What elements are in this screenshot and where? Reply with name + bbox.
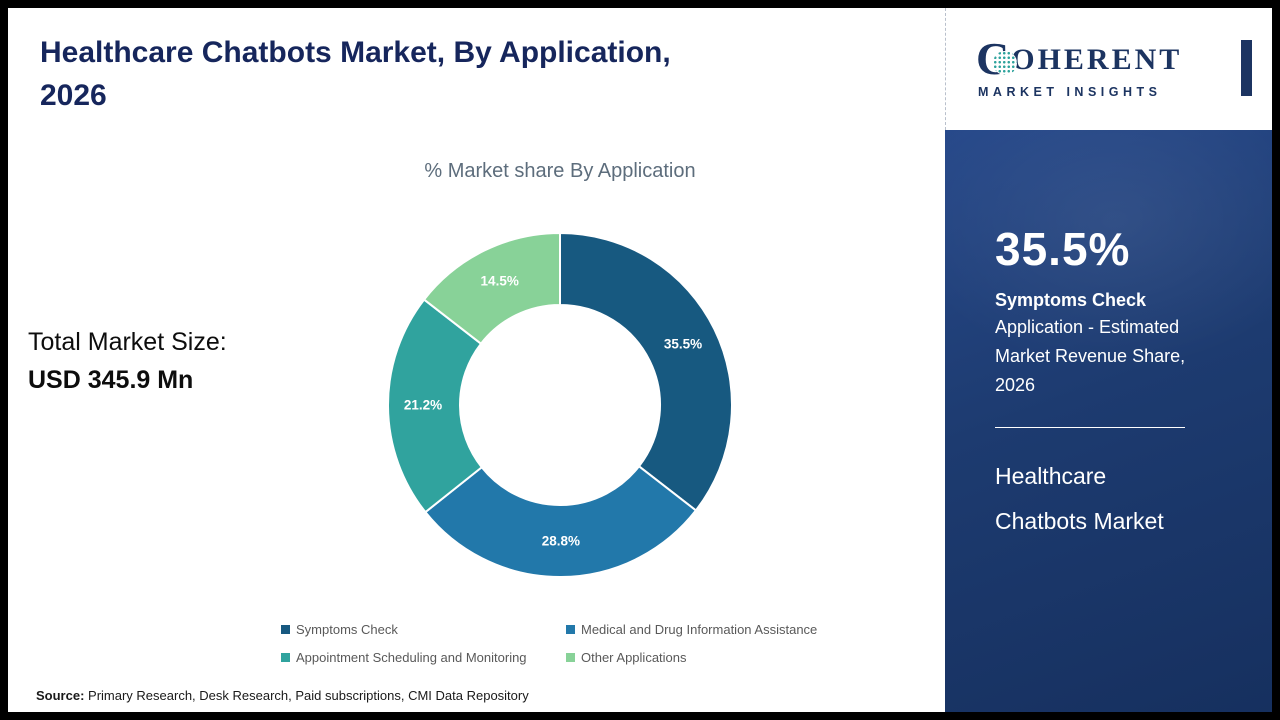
legend-swatch-icon: [281, 653, 290, 662]
logo-tagline: MARKET INSIGHTS: [978, 85, 1162, 100]
page-title: Healthcare Chatbots Market, By Applicati…: [40, 32, 900, 117]
highlight-stat-value: 35.5%: [995, 223, 1131, 275]
page-title-line2: 2026: [40, 78, 107, 112]
source-line: Source: Primary Research, Desk Research,…: [36, 688, 529, 703]
legend-label: Appointment Scheduling and Monitoring: [296, 650, 527, 665]
slice-label-2: 21.2%: [404, 397, 442, 412]
donut-slice-3: [423, 232, 561, 345]
slice-label-0: 35.5%: [664, 336, 702, 351]
total-market-size-label: Total Market Size:: [28, 328, 227, 356]
report-name: Healthcare Chatbots Market: [995, 463, 1164, 535]
donut-slice-2: [387, 298, 483, 514]
slice-label-1: 28.8%: [542, 534, 580, 549]
highlight-stat-title: Symptoms Check: [995, 290, 1147, 310]
highlight-stat-description: Application - Estimated Market Revenue S…: [995, 317, 1186, 395]
slice-label-3: 14.5%: [481, 274, 519, 289]
legend-item-2: Appointment Scheduling and Monitoring: [281, 650, 566, 665]
legend-swatch-icon: [566, 625, 575, 634]
sidebar-divider: [995, 427, 1185, 429]
logo-bar-icon: [1241, 40, 1252, 96]
legend-label: Symptoms Check: [296, 622, 398, 637]
sidebar-highlight-panel: 35.5% Symptoms Check Application - Estim…: [945, 130, 1272, 712]
total-market-size: Total Market Size: USD 345.9 Mn: [28, 324, 227, 399]
legend-swatch-icon: [566, 653, 575, 662]
logo-name-rest: OHERENT: [1011, 43, 1183, 77]
legend-label: Other Applications: [581, 650, 687, 665]
globe-dots-icon: [993, 51, 1017, 75]
legend-label: Medical and Drug Information Assistance: [581, 622, 818, 637]
sidebar: C OHERENT MARKET INSIGHTS 35.5% Symptoms…: [945, 8, 1272, 712]
brand-logo: C OHERENT MARKET INSIGHTS: [945, 8, 1272, 130]
donut-slice-0: [559, 232, 733, 512]
donut-chart-svg: 35.5% 28.8% 21.2% 14.5%: [387, 232, 733, 578]
source-text: Primary Research, Desk Research, Paid su…: [84, 688, 529, 703]
source-label: Source:: [36, 688, 85, 703]
donut-chart: 35.5% 28.8% 21.2% 14.5%: [380, 225, 740, 585]
page-title-line1: Healthcare Chatbots Market, By Applicati…: [40, 36, 671, 69]
logo-wordmark: C OHERENT: [976, 35, 1272, 81]
total-market-size-value: USD 345.9 Mn: [28, 365, 194, 394]
legend-item-0: Symptoms Check: [281, 622, 566, 637]
legend-swatch-icon: [281, 625, 290, 634]
legend-item-1: Medical and Drug Information Assistance: [566, 622, 817, 637]
donut-slice-1: [424, 465, 697, 578]
main-content: Healthcare Chatbots Market, By Applicati…: [8, 8, 945, 712]
chart-legend: Symptoms Check Medical and Drug Informati…: [281, 622, 817, 665]
chart-subtitle: % Market share By Application: [424, 160, 696, 182]
legend-item-3: Other Applications: [566, 650, 817, 665]
